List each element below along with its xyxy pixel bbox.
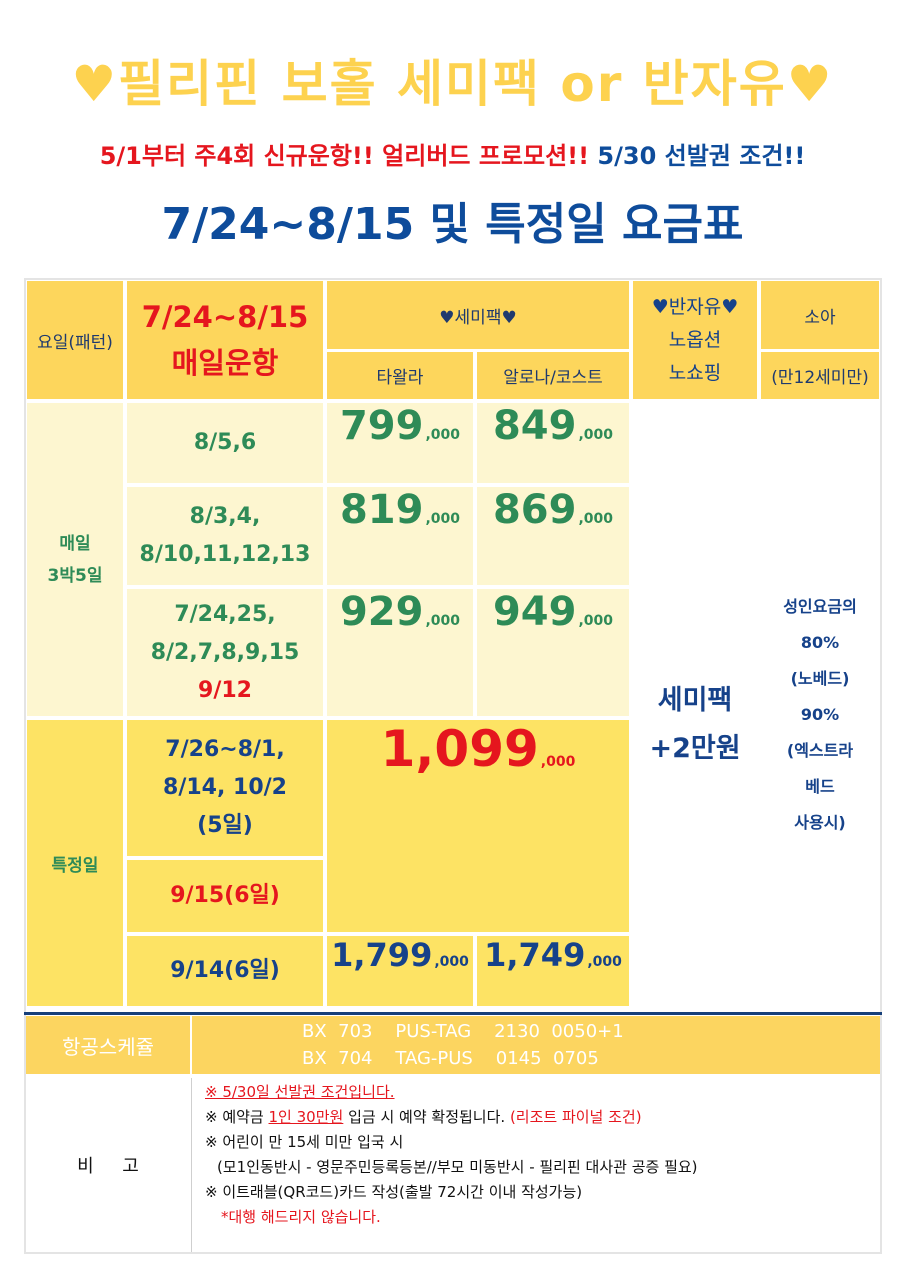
remarks-divider: [191, 1078, 192, 1252]
group-daily-label: 매일: [59, 533, 91, 554]
page-title: ♥필리핀 보홀 세미팩 or 반자유♥: [71, 55, 834, 113]
price-cell: 869,000: [477, 487, 629, 585]
note-deposit-prefix: ※ 예약금: [205, 1108, 269, 1126]
price-cell: 819,000: [327, 487, 473, 585]
special-price: 1,099: [380, 720, 539, 778]
note-deposit: ※ 예약금 1인 30만원 입금 시 예약 확정됩니다. (리조트 파이널 조건…: [205, 1105, 865, 1130]
note-deposit-amount: 1인 30만원: [268, 1108, 344, 1126]
price-tagala: 799: [339, 403, 424, 449]
price-suffix: ,000: [578, 613, 614, 629]
note-no-proxy: *대행 해드리지 않습니다.: [221, 1208, 381, 1226]
note-child-entry: ※ 어린이 만 15세 미만 입국 시: [205, 1133, 404, 1151]
price-suffix: ,000: [587, 954, 622, 970]
col-header-alona: 알로나/코스트: [477, 352, 629, 399]
table-frame: [24, 278, 882, 1254]
remarks-label: 비 고: [77, 1156, 139, 1177]
col-header-halffree: ♥반자유♥ 노옵션 노쇼핑: [633, 281, 757, 399]
date-line: 8/5,6: [193, 430, 257, 455]
child-note-line: 80%: [800, 632, 840, 652]
price-alona: 849: [492, 403, 577, 449]
child-note-line: 베드: [805, 776, 835, 796]
price-suffix: ,000: [578, 511, 614, 527]
price-suffix: ,000: [425, 427, 461, 443]
date-line: 7/24,25,: [174, 601, 276, 627]
price-cell: 1,749,000: [477, 936, 629, 1006]
special-price-cell: 1,099,000: [327, 720, 629, 932]
date-line: 8/14, 10/2: [163, 775, 287, 800]
price-suffix: ,000: [425, 511, 461, 527]
price-alona: 949: [492, 589, 577, 635]
note-deposit-mid: 입금 시 예약 확정됩니다.: [343, 1108, 510, 1126]
halffree-note: 세미팩 +2만원: [633, 403, 757, 1006]
flight-inbound: BX 704 TAG-PUS 0145 0705: [302, 1048, 599, 1069]
col-header-child-age: (만12세미만): [761, 352, 879, 399]
price-tagala: 1,799: [331, 936, 433, 974]
price-cell: 849,000: [477, 403, 629, 483]
halffree-note-extra: +2만원: [649, 732, 741, 764]
price-cell: 1,799,000: [327, 936, 473, 1006]
date-line: 8/10,11,12,13: [139, 542, 311, 567]
promo-condition: 5/30 선발권 조건!!: [597, 142, 806, 170]
price-cell: 799,000: [327, 403, 473, 483]
date-line: 8/2,7,8,9,15: [150, 639, 300, 665]
price-cell: 929,000: [327, 589, 473, 716]
col-header-period: 7/24~8/15 매일운항: [127, 281, 323, 399]
child-note-line: (노베드): [790, 668, 850, 688]
halffree-note-semipack: 세미팩: [657, 684, 733, 716]
flight-schedule: BX 703 PUS-TAG 2130 0050+1 BX 704 TAG-PU…: [192, 1016, 880, 1074]
note-deposit-condition: (리조트 파이널 조건): [509, 1108, 642, 1126]
date-line-red: 9/12: [198, 677, 252, 703]
note-preticket: ※ 5/30일 선발권 조건입니다.: [205, 1083, 395, 1101]
col-header-day-pattern: 요일(패턴): [27, 281, 123, 399]
period-daily: 매일운항: [171, 346, 279, 380]
row-dates: 8/5,6: [127, 403, 323, 483]
date-line: (5일): [197, 813, 253, 838]
price-cell: 949,000: [477, 589, 629, 716]
halffree-no-option: 노옵션: [668, 328, 722, 351]
price-alona: 1,749: [484, 936, 586, 974]
promo-line: 5/1부터 주4회 신규운항!! 얼리버드 프로모션!! 5/30 선발권 조건…: [0, 136, 905, 171]
col-header-child: 소아: [761, 281, 879, 349]
remarks-notes: ※ 5/30일 선발권 조건입니다. ※ 예약금 1인 30만원 입금 시 예약…: [205, 1080, 865, 1230]
price-tagala: 819: [339, 487, 424, 533]
child-note-line: (엑스트라: [786, 740, 854, 760]
price-suffix: ,000: [540, 754, 576, 770]
date-line: 8/3,4,: [189, 504, 261, 529]
halffree-title: ♥반자유♥: [651, 295, 739, 318]
special-dates-3: 9/14(6일): [127, 936, 323, 1006]
group-special: 특정일: [27, 720, 123, 1006]
note-etravel: ※ 이트래블(QR코드)카드 작성(출발 72시간 이내 작성가능): [205, 1183, 583, 1201]
child-note-line: 90%: [800, 704, 840, 724]
child-note: 성인요금의 80% (노베드) 90% (엑스트라 베드 사용시): [761, 403, 879, 1006]
row-dates: 7/24,25, 8/2,7,8,9,15 9/12: [127, 589, 323, 716]
flight-schedule-label: 항공스케쥴: [26, 1016, 190, 1074]
promo-text: 5/1부터 주4회 신규운항!! 얼리버드 프로모션!!: [99, 142, 590, 170]
note-child-docs: (모1인동반시 - 영문주민등록등본//부모 미동반시 - 필리핀 대사관 공증…: [217, 1158, 698, 1176]
page-subtitle: 7/24~8/15 및 특정일 요금표: [161, 199, 744, 250]
group-daily: 매일 3박5일: [27, 403, 123, 716]
col-header-semipack: ♥세미팩♥: [327, 281, 629, 349]
price-suffix: ,000: [578, 427, 614, 443]
price-suffix: ,000: [434, 954, 469, 970]
date-line: 7/26~8/1,: [165, 737, 285, 762]
col-header-tagala: 타왈라: [327, 352, 473, 399]
price-alona: 869: [492, 487, 577, 533]
flight-outbound: BX 703 PUS-TAG 2130 0050+1: [302, 1021, 624, 1042]
group-daily-nights: 3박5일: [47, 565, 103, 586]
special-dates: 7/26~8/1, 8/14, 10/2 (5일): [127, 720, 323, 856]
section-divider: [24, 1012, 882, 1015]
child-note-line: 사용시): [794, 812, 846, 832]
price-suffix: ,000: [425, 613, 461, 629]
halffree-no-shopping: 노쇼핑: [668, 361, 722, 384]
period-dates: 7/24~8/15: [141, 300, 309, 334]
row-dates: 8/3,4, 8/10,11,12,13: [127, 487, 323, 585]
child-note-line: 성인요금의: [783, 596, 857, 616]
special-dates-2: 9/15(6일): [127, 860, 323, 932]
price-tagala: 929: [339, 589, 424, 635]
